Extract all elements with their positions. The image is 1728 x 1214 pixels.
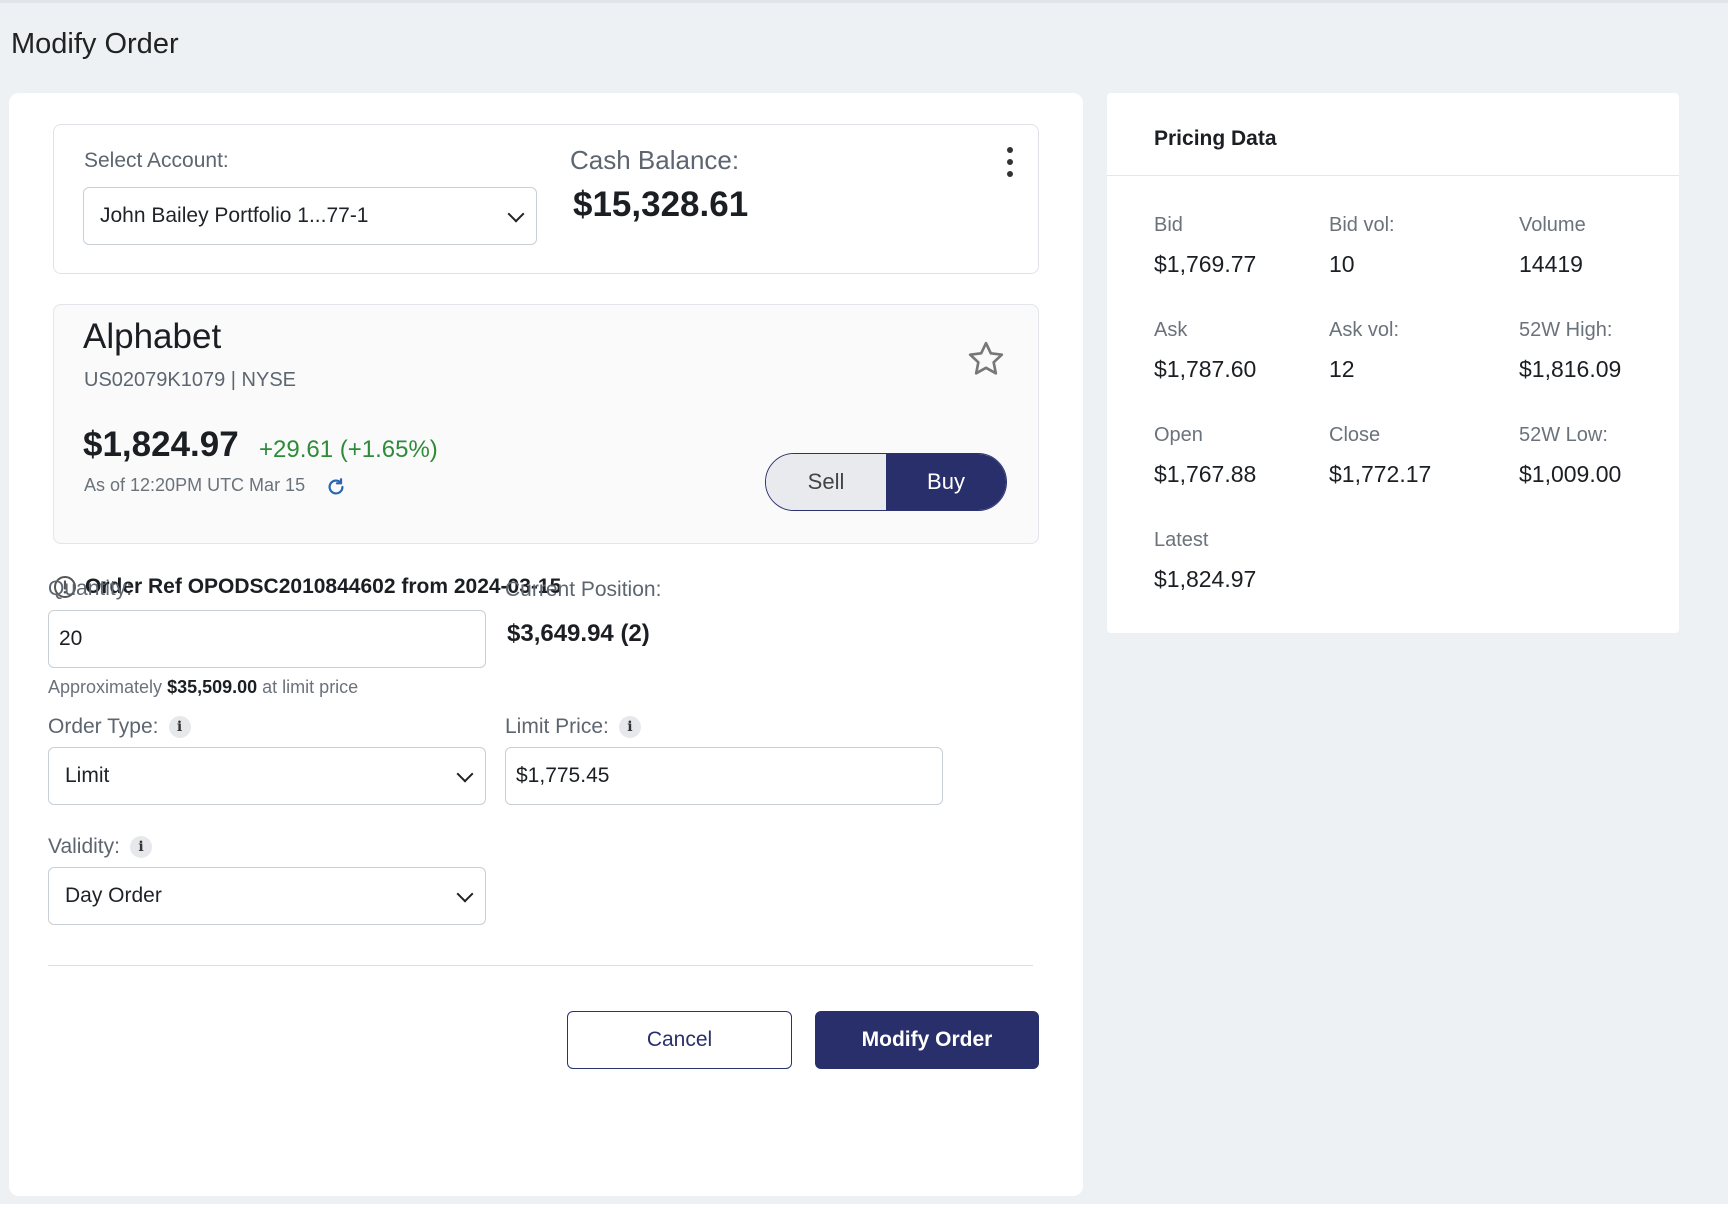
star-icon[interactable] (966, 339, 1006, 379)
sell-toggle-button[interactable]: Sell (766, 454, 886, 510)
latest-value: $1,824.97 (1154, 566, 1257, 592)
bid-value: $1,769.77 (1154, 251, 1257, 277)
quantity-input[interactable] (48, 610, 486, 668)
high-value: $1,816.09 (1519, 356, 1622, 382)
close-cell: Close $1,772.17 (1329, 424, 1431, 488)
modify-order-button[interactable]: Modify Order (815, 1011, 1039, 1069)
info-icon[interactable]: i (618, 716, 641, 738)
pricing-title: Pricing Data (1154, 127, 1277, 150)
instrument-identifier: US02079K1079 | NYSE (84, 369, 297, 391)
divider (48, 965, 1033, 966)
account-panel: Select Account: John Bailey Portfolio 1.… (53, 124, 1039, 274)
instrument-name: Alphabet (83, 317, 222, 356)
ask-vol-label: Ask vol: (1329, 319, 1400, 341)
ask-label: Ask (1154, 319, 1188, 341)
validity-select[interactable]: Day Order (48, 867, 486, 925)
alert-circle-icon (54, 576, 76, 598)
ask-vol-value: 12 (1329, 356, 1355, 382)
approximate-cost: Approximately $35,509.00 at limit price (48, 677, 358, 698)
ask-value: $1,787.60 (1154, 356, 1257, 382)
order-type-select[interactable]: Limit (48, 747, 486, 805)
low-label: 52W Low: (1519, 424, 1608, 446)
instrument-change: +29.61 (+1.65%) (259, 436, 438, 463)
volume-cell: Volume 14419 (1519, 214, 1586, 278)
bottom-strip (0, 1204, 1728, 1214)
order-type-label: Order Type: i (48, 715, 191, 739)
high-cell: 52W High: $1,816.09 (1519, 319, 1621, 383)
ask-cell: Ask $1,787.60 (1154, 319, 1256, 383)
bid-vol-label: Bid vol: (1329, 214, 1395, 236)
open-value: $1,767.88 (1154, 461, 1257, 487)
volume-value: 14419 (1519, 251, 1583, 277)
page-title: Modify Order (11, 28, 179, 60)
close-label: Close (1329, 424, 1381, 446)
info-icon[interactable]: i (168, 716, 191, 738)
approx-prefix: Approximately (48, 677, 163, 697)
validity-label-text: Validity: (48, 835, 120, 858)
buy-toggle-button[interactable]: Buy (886, 454, 1006, 510)
open-cell: Open $1,767.88 (1154, 424, 1256, 488)
order-type-label-text: Order Type: (48, 715, 159, 738)
latest-cell: Latest $1,824.97 (1154, 529, 1256, 593)
chevron-down-icon (507, 205, 525, 223)
order-reference: Order Ref OPODSC2010844602 from 2024-03-… (53, 575, 561, 599)
order-type-value: Limit (65, 764, 110, 787)
current-position-value: $3,649.94 (2) (507, 620, 650, 647)
info-icon[interactable]: i (129, 836, 152, 858)
cancel-button[interactable]: Cancel (567, 1011, 792, 1069)
refresh-icon[interactable] (325, 476, 347, 498)
limit-price-input[interactable] (505, 747, 943, 805)
ask-vol-cell: Ask vol: 12 (1329, 319, 1399, 383)
order-card: Select Account: John Bailey Portfolio 1.… (9, 93, 1083, 1196)
cash-balance-label: Cash Balance: (570, 145, 740, 175)
current-position-label: Current Position: (505, 578, 662, 601)
chevron-down-icon (456, 885, 474, 903)
side-toggle: Sell Buy (765, 453, 1007, 511)
validity-value: Day Order (65, 884, 162, 907)
approx-suffix: at limit price (262, 677, 359, 697)
bid-label: Bid (1154, 214, 1183, 236)
latest-label: Latest (1154, 529, 1209, 551)
bid-cell: Bid $1,769.77 (1154, 214, 1256, 278)
high-label: 52W High: (1519, 319, 1613, 341)
cash-balance-value: $15,328.61 (573, 185, 749, 224)
limit-price-label: Limit Price: i (505, 715, 641, 739)
approx-value: $35,509.00 (167, 677, 258, 697)
quantity-label: Quantity: (48, 577, 133, 600)
validity-label: Validity: i (48, 835, 152, 859)
order-reference-text: Order Ref OPODSC2010844602 from 2024-03-… (85, 575, 562, 598)
low-value: $1,009.00 (1519, 461, 1622, 487)
open-label: Open (1154, 424, 1203, 446)
chevron-down-icon (456, 765, 474, 783)
limit-price-label-text: Limit Price: (505, 715, 609, 738)
instrument-price: $1,824.97 (83, 425, 239, 464)
close-value: $1,772.17 (1329, 461, 1432, 487)
bid-vol-value: 10 (1329, 251, 1355, 277)
account-label: Select Account: (84, 149, 229, 172)
more-options-icon[interactable] (1006, 147, 1014, 179)
instrument-panel: Alphabet US02079K1079 | NYSE $1,824.97 +… (53, 304, 1039, 544)
pricing-panel: Pricing Data Bid $1,769.77 Bid vol: 10 V… (1107, 93, 1679, 633)
bid-vol-cell: Bid vol: 10 (1329, 214, 1395, 278)
account-select[interactable]: John Bailey Portfolio 1...77-1 (83, 187, 537, 245)
volume-label: Volume (1519, 214, 1586, 236)
pricing-divider (1107, 175, 1679, 176)
account-select-value: John Bailey Portfolio 1...77-1 (100, 204, 369, 227)
low-cell: 52W Low: $1,009.00 (1519, 424, 1621, 488)
price-timestamp: As of 12:20PM UTC Mar 15 (84, 475, 306, 495)
